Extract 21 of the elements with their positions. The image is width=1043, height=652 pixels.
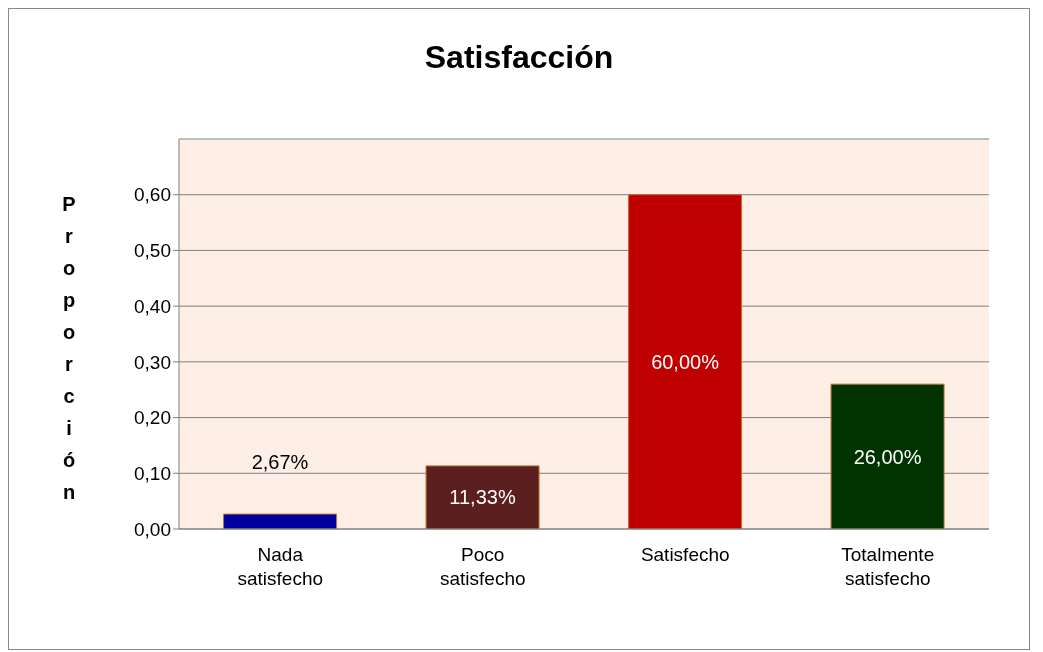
bar <box>223 513 338 529</box>
x-tick-label: Nada satisfecho <box>237 544 324 589</box>
y-tick-label: 0,30 <box>134 351 171 373</box>
x-tick-label: Satisfecho <box>640 544 730 565</box>
y-tick-label: 0,00 <box>134 518 171 540</box>
bar <box>628 194 743 529</box>
bar <box>830 383 945 529</box>
y-tick-label: 0,50 <box>134 240 171 262</box>
data-label: 11,33% <box>449 486 516 509</box>
text: Proporción <box>62 193 76 503</box>
x-tick-label: Poco satisfecho <box>439 544 526 589</box>
x-tick-label: Totalmente satisfecho <box>841 544 935 589</box>
chart-title: Satisfacción <box>423 39 615 76</box>
y-tick-label: 0,10 <box>134 463 171 485</box>
data-label: 2,67% <box>251 451 309 474</box>
data-label: 26,00% <box>853 445 922 468</box>
y-tick-label: 0,20 <box>134 407 171 429</box>
data-label: 60,00% <box>651 350 720 373</box>
y-tick-label: 0,40 <box>134 295 171 317</box>
bar <box>425 465 540 529</box>
y-tick-label: 0,60 <box>134 184 171 206</box>
